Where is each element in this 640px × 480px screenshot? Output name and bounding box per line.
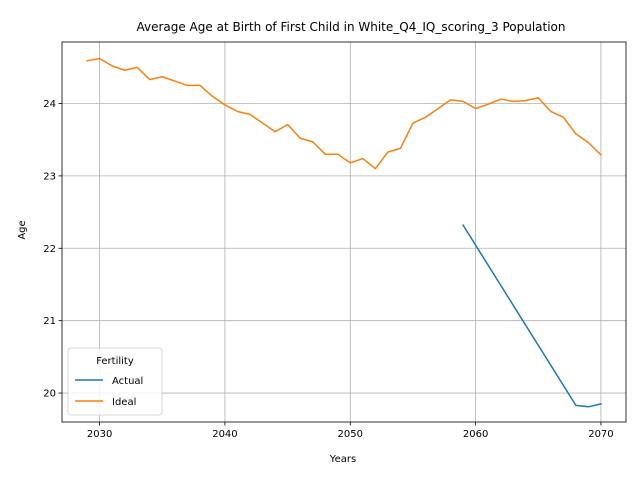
x-tick-label: 2050 [338,429,363,440]
x-tick-label: 2040 [212,429,237,440]
series-line-actual [462,224,602,408]
legend-box [67,347,163,416]
series-lines [86,57,602,408]
plot-frame [61,41,627,423]
legend: Fertility Actual Ideal [67,347,163,416]
y-axis-label: Age [17,220,28,239]
y-tick-label: 22 [43,244,56,255]
series-line-ideal [86,57,602,170]
x-tick-label: 2070 [588,429,613,440]
chart-title: Average Age at Birth of First Child in W… [136,20,565,34]
y-tick-label: 23 [43,171,56,182]
legend-title: Fertility [96,356,134,367]
legend-label-actual: Actual [112,376,143,387]
x-tick-label: 2030 [87,429,112,440]
y-tick-label: 24 [43,99,56,110]
axis-ticks: 2030 2040 2050 2060 2070 20 21 22 23 24 [43,99,613,440]
y-tick-label: 20 [43,389,56,400]
legend-label-ideal: Ideal [112,397,136,408]
x-axis-label: Years [329,454,356,465]
y-tick-label: 21 [43,316,56,327]
x-tick-label: 2060 [463,429,488,440]
